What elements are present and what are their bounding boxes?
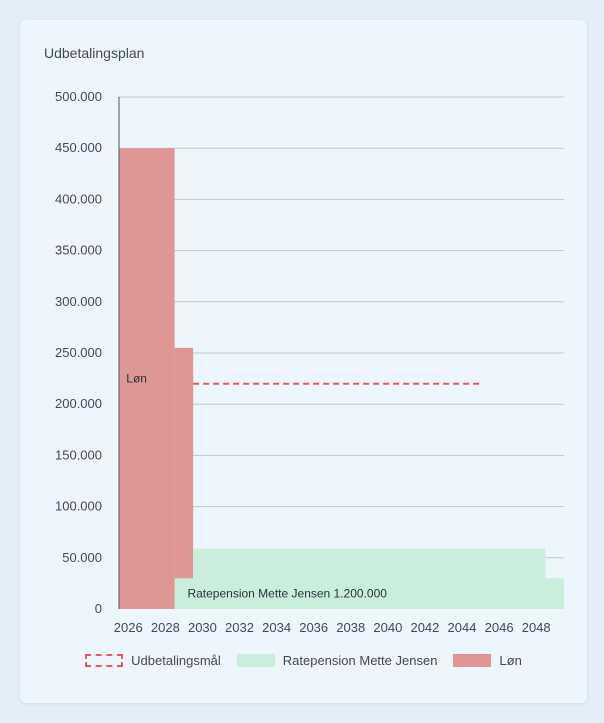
x-tick-label: 2038 [336,620,365,635]
y-tick-label: 150.000 [55,447,102,462]
y-tick-label: 100.000 [55,499,102,514]
y-tick-label: 350.000 [55,243,102,258]
bar-loen [174,347,194,609]
annotation-loen: Løn [126,372,147,386]
y-tick-label: 0 [95,601,102,616]
x-tick-label: 2048 [522,620,551,635]
legend-swatch-loen [453,654,492,667]
x-tick-label: 2034 [262,620,291,635]
x-tick-label: 2026 [114,620,143,635]
y-tick-label: 300.000 [55,294,102,309]
chart-title: Udbetalingsplan [44,45,145,61]
x-tick-label: 2032 [225,620,254,635]
bar-ratepension [193,548,546,609]
legend-item-loen[interactable]: Løn [453,653,522,668]
bar-ratepension [174,578,194,609]
legend-label-ratepension: Ratepension Mette Jensen [282,653,438,668]
chart-svg: 500.000 450.000 400.000 350.000 300.000 250.0… [55,89,564,635]
x-tick-label: 2046 [485,620,514,635]
y-tick-label: 450.000 [55,140,102,155]
bar-ratepension [545,578,564,609]
legend-item-target[interactable]: Udbetalingsmål [85,653,221,668]
y-tick-label: 400.000 [55,191,102,206]
chart-legend: Udbetalingsmål Ratepension Mette Jensen … [20,653,587,668]
chart-card: Udbetalingsplan 500.000 450.000 400.000 350… [20,20,587,703]
x-tick-label: 2028 [151,620,180,635]
y-tick-label: 500.000 [55,89,102,104]
x-tick-label: 2044 [448,620,477,635]
legend-label-target: Udbetalingsmål [131,653,221,668]
bar-loen [119,148,175,609]
legend-swatch-ratepension [236,654,275,667]
x-tick-label: 2042 [410,620,439,635]
y-tick-label: 50.000 [62,550,102,565]
y-tick-label: 200.000 [55,396,102,411]
x-tick-label: 2030 [188,620,217,635]
legend-swatch-target [85,654,124,667]
y-tick-label: 250.000 [55,345,102,360]
legend-item-ratepension[interactable]: Ratepension Mette Jensen [236,653,438,668]
legend-label-loen: Løn [499,653,522,668]
x-tick-label: 2036 [299,620,328,635]
annotation-ratepension: Ratepension Mette Jensen 1.200.000 [187,587,387,601]
x-tick-label: 2040 [373,620,402,635]
